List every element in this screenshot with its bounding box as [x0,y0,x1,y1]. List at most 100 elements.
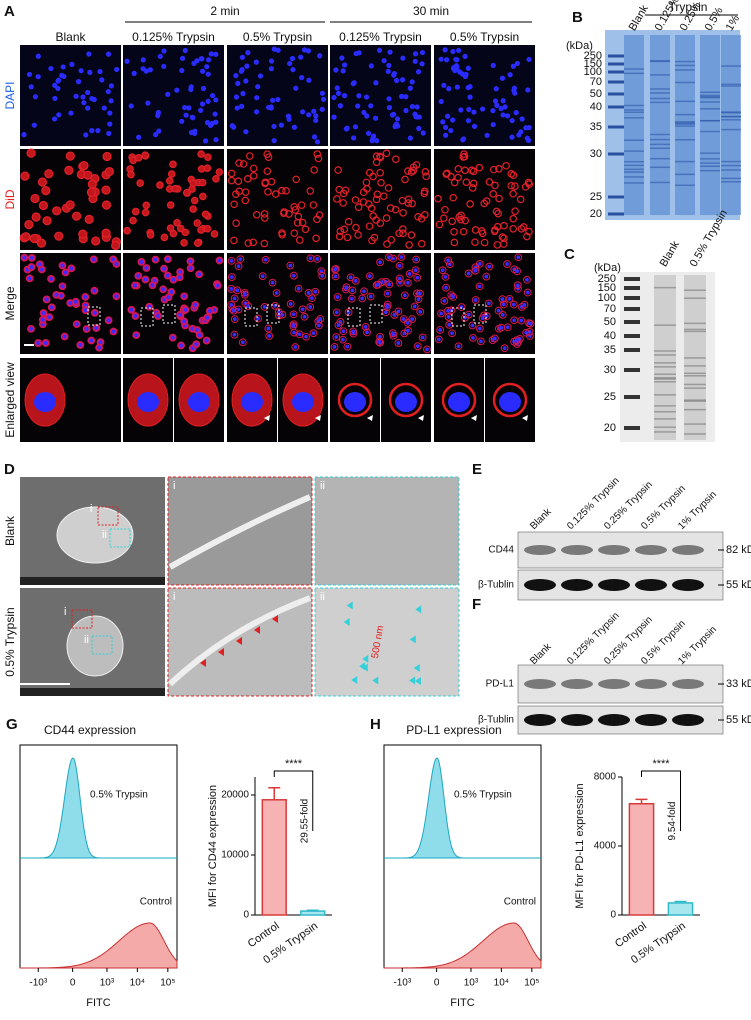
band [635,579,667,591]
band [624,111,644,113]
membrane [387,235,396,244]
panel-label: C [564,246,575,263]
nucleus [356,93,362,99]
nucleus [400,77,406,83]
nucleus [114,294,119,299]
membrane [238,338,247,347]
membrane [367,204,376,213]
panel-label: H [370,716,381,733]
nucleus [471,123,478,129]
band [700,95,720,98]
size-label: 82 kDa [726,544,751,556]
arrowhead [372,676,379,685]
band [684,322,706,325]
nucleus [460,137,466,143]
membrane [440,214,448,223]
nucleus [235,288,240,293]
membrane [405,270,414,278]
membrane [485,262,494,271]
membrane [235,159,243,167]
nucleus [512,318,517,323]
band [654,426,676,428]
membrane [142,201,151,210]
nucleus [233,73,239,79]
error-bar [306,909,319,912]
nucleus [450,117,456,123]
membrane [54,231,64,241]
zoom-box [91,635,113,655]
cell [388,382,424,418]
band [672,679,704,689]
nucleus [496,308,501,313]
nucleus [92,288,97,293]
nucleus [477,284,482,289]
marker-label: 35 [590,121,602,133]
band [675,123,695,125]
column-label: 0.125% Trypsin [339,30,422,44]
nucleus [484,132,490,138]
nucleus [446,308,450,313]
nucleus [182,104,188,111]
marker-label: 40 [590,101,602,113]
nucleus [124,58,130,64]
nucleus [441,82,447,88]
nucleus [381,58,387,64]
y-axis-label: MFI for CD44 expression [207,785,219,907]
nucleus [446,258,450,263]
nucleus [494,102,500,108]
nucleus [91,96,97,103]
membrane [227,285,236,293]
membrane [386,204,395,212]
band [700,94,720,97]
nucleus [238,257,243,262]
membrane [286,261,295,270]
nucleus [516,255,521,260]
nucleus [99,77,105,83]
nucleus [199,101,206,107]
membrane [401,175,409,184]
membrane [436,326,445,334]
arrowhead [414,677,421,686]
nucleus [97,345,102,350]
nucleus [236,307,241,312]
nucleus [443,132,449,138]
nucleus [205,315,210,320]
nucleus [293,345,298,349]
nucleus [407,135,413,141]
membrane [227,273,236,281]
membrane [180,238,188,247]
nucleus [31,122,37,128]
nucleus [368,294,373,299]
band [721,128,741,131]
nucleus [440,268,445,273]
membrane [240,290,249,299]
zoom-box [97,506,119,526]
membrane [252,210,261,219]
nucleus [505,262,509,266]
x-axis-label: FITC [450,997,474,1009]
nucleus [186,105,192,111]
nucleus [136,134,142,140]
nucleus [198,107,204,113]
nucleus [524,330,528,335]
nucleus [499,392,521,412]
band [654,431,676,433]
membrane [376,332,384,341]
nucleus [106,318,111,323]
nucleus [161,287,166,292]
nucleus [311,134,318,140]
ladder-band [624,277,640,281]
nucleus [524,135,530,141]
nucleus [333,67,339,73]
nucleus [396,309,401,314]
nucleus [232,317,237,322]
nucleus [451,295,456,299]
membrane [290,203,299,211]
zoom-box [473,304,487,324]
nucleus [188,392,210,412]
membrane [420,189,429,198]
membrane [44,169,54,179]
unit-label: (kDa) [594,262,621,274]
nucleus [233,94,240,100]
nucleus [245,50,251,56]
